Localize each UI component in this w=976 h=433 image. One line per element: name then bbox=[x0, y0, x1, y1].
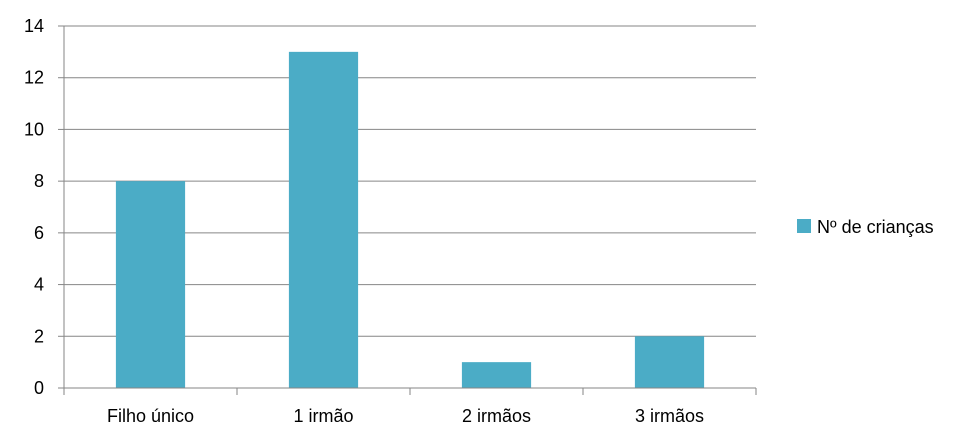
y-axis-ticks: 0 2 4 6 8 10 12 14 bbox=[24, 16, 64, 398]
bars bbox=[115, 51, 705, 388]
y-tick-label: 0 bbox=[34, 378, 44, 398]
x-tick-label: 1 irmão bbox=[293, 406, 353, 426]
bar bbox=[115, 181, 186, 388]
y-tick-label: 6 bbox=[34, 223, 44, 243]
bar bbox=[634, 336, 705, 388]
y-tick-label: 10 bbox=[24, 119, 44, 139]
bar bbox=[288, 51, 359, 388]
y-tick-label: 4 bbox=[34, 275, 44, 295]
x-tick-label: Filho único bbox=[107, 406, 194, 426]
y-tick-label: 8 bbox=[34, 171, 44, 191]
x-axis-ticks: Filho único 1 irmão 2 irmãos 3 irmãos bbox=[63, 388, 757, 426]
y-tick-label: 2 bbox=[34, 326, 44, 346]
bar bbox=[461, 362, 532, 388]
legend-swatch bbox=[797, 219, 811, 233]
legend: Nº de crianças bbox=[797, 217, 934, 237]
legend-label: Nº de crianças bbox=[817, 217, 934, 237]
x-tick-label: 3 irmãos bbox=[635, 406, 704, 426]
y-tick-label: 14 bbox=[24, 16, 44, 36]
y-tick-label: 12 bbox=[24, 68, 44, 88]
x-tick-label: 2 irmãos bbox=[462, 406, 531, 426]
